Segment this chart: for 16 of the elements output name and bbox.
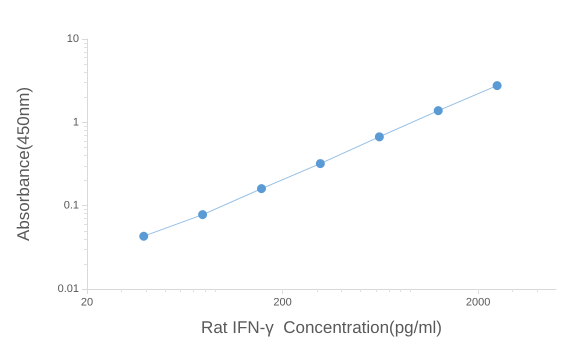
y-tick-label: 0.1 [64, 200, 79, 212]
point [316, 159, 325, 168]
point [139, 232, 148, 241]
x-tick-label: 200 [273, 296, 292, 308]
y-tick-label: 10 [66, 33, 79, 45]
x-axis-title: Rat IFN-γ Concentration(pg/ml) [201, 318, 442, 337]
y-tick-label: 1 [72, 116, 79, 128]
point [256, 184, 266, 194]
point [374, 132, 384, 142]
y-axis-title: Absorbance(450nm) [14, 86, 33, 242]
point [492, 81, 502, 90]
y-tick-label: 0.01 [58, 283, 79, 295]
point [434, 106, 443, 116]
x-tick-label: 20 [80, 296, 94, 308]
point [198, 210, 208, 220]
x-tick-label: 2000 [466, 296, 490, 308]
